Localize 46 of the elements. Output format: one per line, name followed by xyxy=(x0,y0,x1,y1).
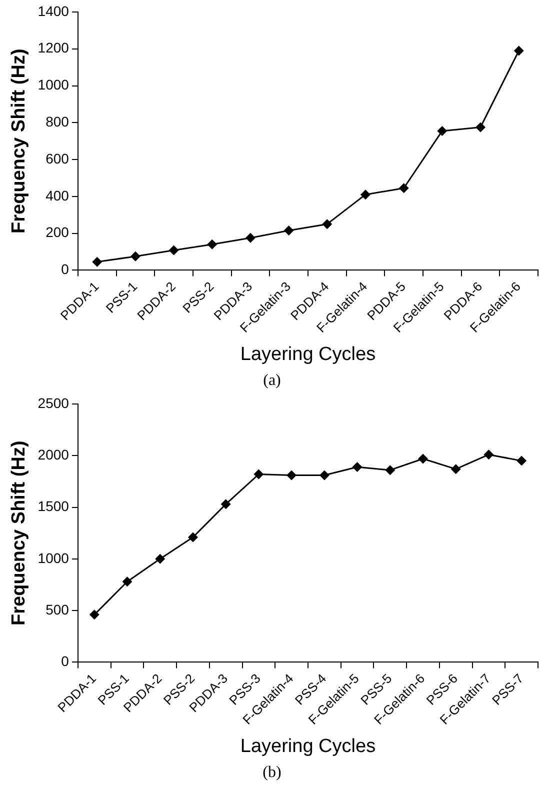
y-axis-title: Frequency Shift (Hz) xyxy=(8,48,30,234)
text: (b) xyxy=(262,763,282,783)
point xyxy=(516,456,527,466)
y-tick-label: 1400 xyxy=(38,2,70,19)
y-tick-label: 600 xyxy=(46,150,70,166)
point xyxy=(254,469,264,480)
point xyxy=(284,226,294,236)
y-tick-label: 500 xyxy=(46,601,70,618)
point xyxy=(360,190,370,200)
x-axis-title: Layering Cycles xyxy=(240,344,376,365)
point xyxy=(89,610,100,620)
y-tick-label: 1500 xyxy=(38,498,70,514)
y-tick-label: 0 xyxy=(61,653,70,670)
point xyxy=(437,126,448,136)
point xyxy=(352,462,362,472)
point xyxy=(220,499,231,510)
point xyxy=(385,465,396,476)
point xyxy=(398,183,409,194)
y-tick-label: 1000 xyxy=(38,550,70,566)
point xyxy=(188,532,198,542)
y-tick-label: 1000 xyxy=(38,76,70,93)
y-tick-label: 1200 xyxy=(38,40,70,56)
point xyxy=(207,239,218,250)
point xyxy=(418,454,428,464)
point xyxy=(122,576,132,587)
point xyxy=(286,470,297,480)
point xyxy=(450,464,461,474)
y-tick-label: 800 xyxy=(46,114,70,130)
point xyxy=(92,256,102,267)
point xyxy=(319,470,330,480)
y-tick-label: 2500 xyxy=(38,394,70,411)
point xyxy=(475,122,486,132)
y-tick-label: 200 xyxy=(46,224,70,240)
text: (a) xyxy=(262,371,282,391)
point xyxy=(155,554,166,564)
point xyxy=(245,232,256,243)
y-tick-label: 2000 xyxy=(38,446,70,462)
point xyxy=(168,245,179,256)
point xyxy=(322,219,332,230)
point xyxy=(484,450,494,460)
point xyxy=(514,46,524,56)
y-tick-label: 400 xyxy=(46,187,70,204)
y-tick-label: 0 xyxy=(61,261,70,278)
y-axis-title: Frequency Shift (Hz) xyxy=(8,440,30,626)
point xyxy=(130,251,140,262)
x-axis-title: Layering Cycles xyxy=(240,736,376,757)
